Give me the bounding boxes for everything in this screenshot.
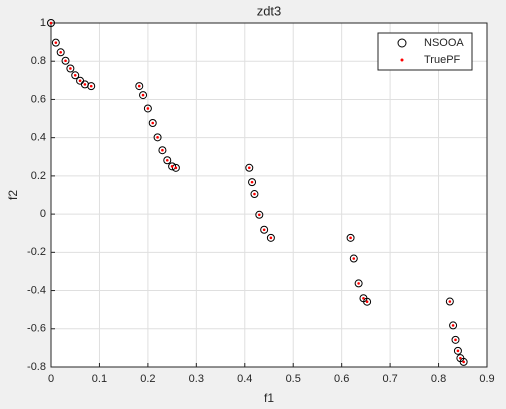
point [78, 79, 82, 83]
y-tick-label: -0.6 [27, 323, 46, 335]
point [247, 166, 251, 170]
point [161, 148, 164, 152]
point [266, 233, 275, 242]
point [168, 162, 177, 171]
point [51, 38, 60, 47]
point [362, 296, 365, 300]
x-axis-label: f1 [264, 391, 274, 405]
point [248, 178, 257, 187]
point [69, 67, 72, 70]
point [174, 166, 178, 170]
y-tick-label: -0.2 [27, 246, 46, 258]
point [253, 192, 256, 196]
point [54, 41, 58, 44]
point [357, 282, 360, 285]
point [89, 84, 93, 88]
point [462, 360, 465, 364]
point [352, 257, 356, 260]
legend-label: NSOOA [424, 37, 464, 49]
point [56, 48, 65, 57]
point [47, 19, 55, 27]
point [61, 56, 70, 65]
y-tick-label: -0.8 [27, 361, 46, 373]
x-tick-label: 0.6 [334, 373, 349, 385]
point [135, 82, 144, 91]
point [49, 21, 53, 25]
point [87, 82, 96, 91]
point [349, 254, 358, 263]
point [245, 163, 254, 172]
point [269, 236, 273, 240]
legend-marker [397, 38, 407, 48]
y-tick-label: 0.2 [31, 170, 46, 182]
legend-box [377, 32, 473, 71]
point [137, 84, 141, 88]
axes-box [50, 22, 488, 368]
point [354, 279, 363, 288]
point [151, 121, 155, 125]
point [255, 210, 264, 219]
chart-title: zdt3 [257, 3, 282, 18]
point [260, 225, 269, 234]
point [170, 165, 174, 168]
point [59, 50, 62, 54]
x-tick-label: 0.4 [237, 373, 252, 385]
point [349, 236, 352, 240]
point [146, 107, 150, 110]
point [262, 228, 266, 232]
point [156, 136, 159, 139]
point [171, 163, 180, 172]
point [456, 349, 460, 353]
point [73, 73, 77, 77]
point [346, 233, 355, 242]
point [258, 213, 261, 217]
point [141, 93, 145, 97]
point [64, 59, 67, 63]
point [250, 180, 254, 184]
point [139, 91, 148, 100]
y-tick-label: 1 [40, 17, 46, 29]
point [66, 64, 75, 73]
y-tick-label: 0.6 [31, 93, 46, 105]
point [459, 357, 468, 366]
point [445, 297, 454, 306]
plot-area [51, 23, 487, 367]
point [453, 346, 462, 355]
y-axis-label: f2 [6, 190, 20, 200]
point [71, 71, 80, 80]
point [148, 118, 157, 127]
point [449, 321, 458, 330]
x-tick-label: 0.1 [92, 373, 107, 385]
x-tick-label: 0.7 [382, 373, 397, 385]
point [143, 104, 152, 113]
y-tick-label: 0.8 [31, 55, 46, 67]
legend-label: TruePF [424, 54, 461, 66]
point [454, 338, 457, 342]
point [451, 335, 460, 344]
y-tick-label: 0 [40, 208, 46, 220]
point [250, 190, 259, 199]
x-tick-label: 0.2 [140, 373, 155, 385]
x-tick-label: 0.9 [479, 373, 494, 385]
point [363, 297, 372, 306]
point [365, 300, 369, 303]
y-tick-label: -0.4 [27, 284, 46, 296]
x-tick-label: 0.8 [431, 373, 446, 385]
point [448, 300, 452, 303]
y-tick-label: 0.4 [31, 132, 46, 144]
point [83, 83, 87, 86]
point [451, 324, 455, 327]
point [158, 146, 167, 155]
legend-marker [400, 58, 404, 62]
x-tick-label: 0.5 [286, 373, 301, 385]
point [163, 156, 172, 165]
point [165, 158, 169, 162]
point [459, 356, 462, 360]
x-tick-label: 0 [48, 373, 54, 385]
x-tick-label: 0.3 [189, 373, 204, 385]
point [153, 133, 162, 142]
